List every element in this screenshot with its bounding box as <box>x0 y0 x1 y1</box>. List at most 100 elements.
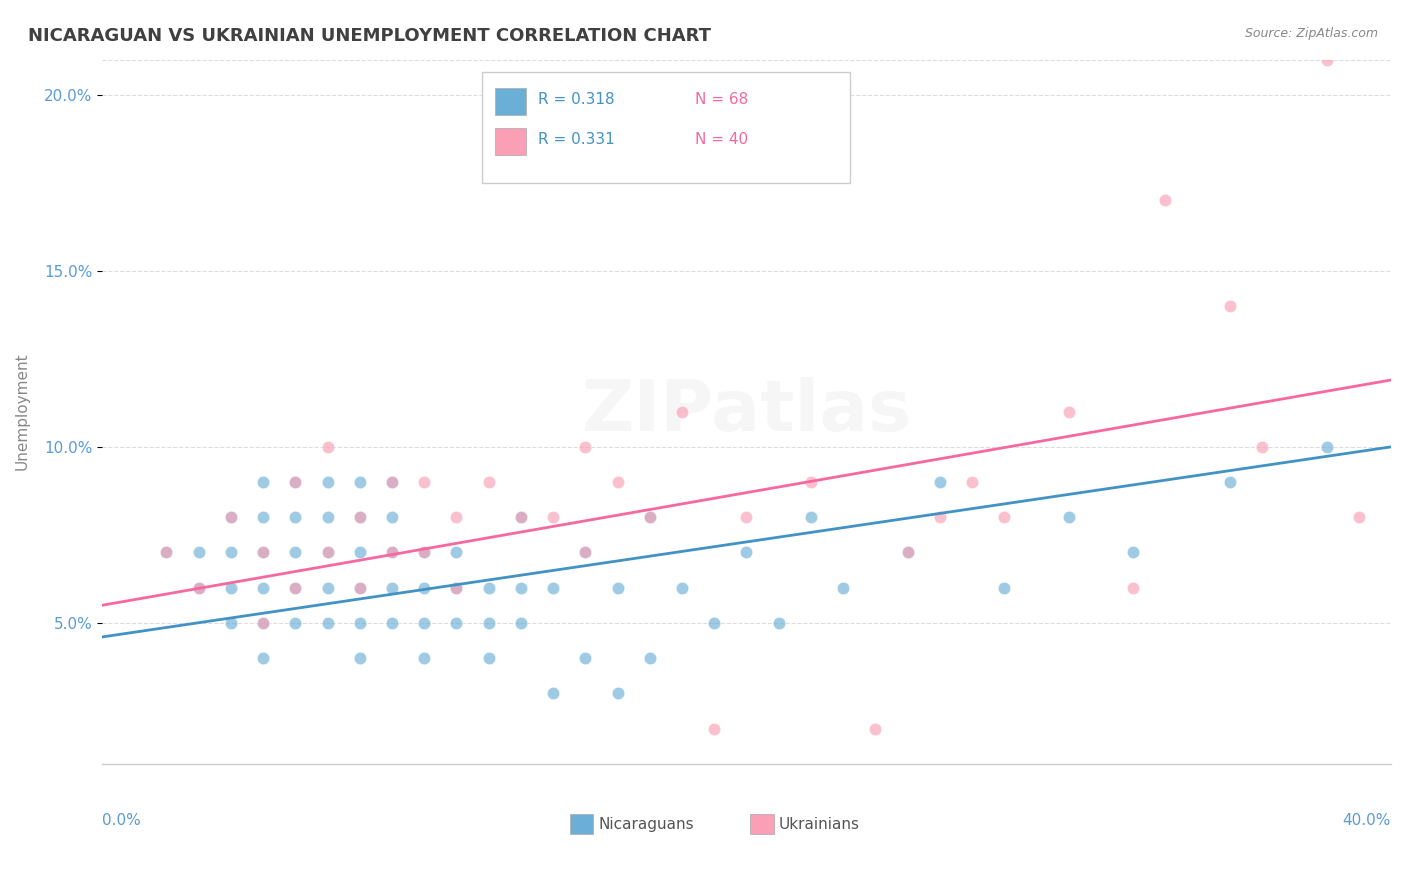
Point <box>1347 510 1369 524</box>
Point <box>381 545 404 559</box>
Point <box>1057 510 1080 524</box>
Point <box>509 510 531 524</box>
Point <box>638 510 661 524</box>
FancyBboxPatch shape <box>569 814 593 834</box>
Text: Source: ZipAtlas.com: Source: ZipAtlas.com <box>1244 27 1378 40</box>
Point <box>541 686 564 700</box>
Point <box>219 545 242 559</box>
Text: 0.0%: 0.0% <box>103 813 141 828</box>
Point <box>284 581 307 595</box>
Point <box>509 510 531 524</box>
Point <box>349 651 371 665</box>
Point <box>413 615 436 630</box>
FancyBboxPatch shape <box>482 71 849 183</box>
Point <box>960 475 983 489</box>
Point <box>574 651 596 665</box>
Point <box>638 651 661 665</box>
Point <box>1122 545 1144 559</box>
Point <box>574 545 596 559</box>
Point <box>541 581 564 595</box>
Point <box>865 722 887 736</box>
Text: N = 68: N = 68 <box>695 92 748 107</box>
Point <box>284 615 307 630</box>
Point <box>1315 440 1337 454</box>
Point <box>1219 475 1241 489</box>
Point <box>349 581 371 595</box>
Text: R = 0.318: R = 0.318 <box>537 92 614 107</box>
Point <box>219 581 242 595</box>
Point <box>606 686 628 700</box>
Point <box>316 510 339 524</box>
Point <box>413 545 436 559</box>
Point <box>606 475 628 489</box>
Point <box>219 510 242 524</box>
Point <box>735 510 758 524</box>
Point <box>800 475 823 489</box>
Point <box>671 581 693 595</box>
Point <box>446 615 468 630</box>
Point <box>446 510 468 524</box>
Point <box>993 510 1015 524</box>
Point <box>252 545 274 559</box>
Point <box>1251 440 1274 454</box>
Text: NICARAGUAN VS UKRAINIAN UNEMPLOYMENT CORRELATION CHART: NICARAGUAN VS UKRAINIAN UNEMPLOYMENT COR… <box>28 27 711 45</box>
Point <box>897 545 920 559</box>
FancyBboxPatch shape <box>495 128 526 154</box>
Point <box>509 581 531 595</box>
Point <box>1057 405 1080 419</box>
Text: N = 40: N = 40 <box>695 132 748 147</box>
Point <box>252 581 274 595</box>
Point <box>606 581 628 595</box>
Point <box>349 615 371 630</box>
Text: ZIPatlas: ZIPatlas <box>582 377 911 446</box>
Point <box>703 722 725 736</box>
FancyBboxPatch shape <box>495 87 526 114</box>
Point <box>284 510 307 524</box>
Point <box>478 581 501 595</box>
Point <box>1315 53 1337 67</box>
Point <box>413 475 436 489</box>
Point <box>574 545 596 559</box>
Point <box>381 615 404 630</box>
Point <box>219 615 242 630</box>
Point <box>446 545 468 559</box>
Point <box>1154 194 1177 208</box>
Point <box>703 615 725 630</box>
Point <box>349 510 371 524</box>
Point <box>541 510 564 524</box>
Point <box>735 545 758 559</box>
Point <box>187 581 209 595</box>
Point <box>252 510 274 524</box>
Point <box>897 545 920 559</box>
Point <box>252 615 274 630</box>
Text: Nicaraguans: Nicaraguans <box>599 817 695 832</box>
Point <box>187 581 209 595</box>
Point <box>381 581 404 595</box>
Point <box>1219 299 1241 313</box>
Point <box>316 615 339 630</box>
Point <box>349 545 371 559</box>
Point <box>252 475 274 489</box>
Point <box>381 545 404 559</box>
Point <box>316 440 339 454</box>
Point <box>574 440 596 454</box>
Point <box>446 581 468 595</box>
Point <box>284 581 307 595</box>
Point <box>284 475 307 489</box>
Point <box>316 581 339 595</box>
Point <box>413 545 436 559</box>
Point <box>381 475 404 489</box>
Point <box>638 510 661 524</box>
Point <box>252 651 274 665</box>
Point <box>381 510 404 524</box>
Point <box>155 545 177 559</box>
Point <box>832 581 855 595</box>
Point <box>155 545 177 559</box>
Point <box>349 510 371 524</box>
Point <box>478 475 501 489</box>
FancyBboxPatch shape <box>751 814 773 834</box>
Point <box>349 581 371 595</box>
Point <box>800 510 823 524</box>
Point <box>252 545 274 559</box>
Point <box>284 475 307 489</box>
